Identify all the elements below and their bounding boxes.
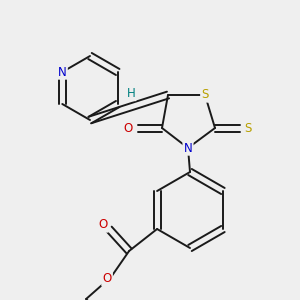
Text: N: N [58, 65, 67, 79]
Text: S: S [244, 122, 252, 134]
Text: O: O [103, 272, 112, 286]
Text: H: H [127, 87, 135, 100]
Text: N: N [184, 142, 192, 154]
Text: O: O [98, 218, 108, 232]
Text: S: S [201, 88, 209, 101]
Text: O: O [123, 122, 133, 134]
